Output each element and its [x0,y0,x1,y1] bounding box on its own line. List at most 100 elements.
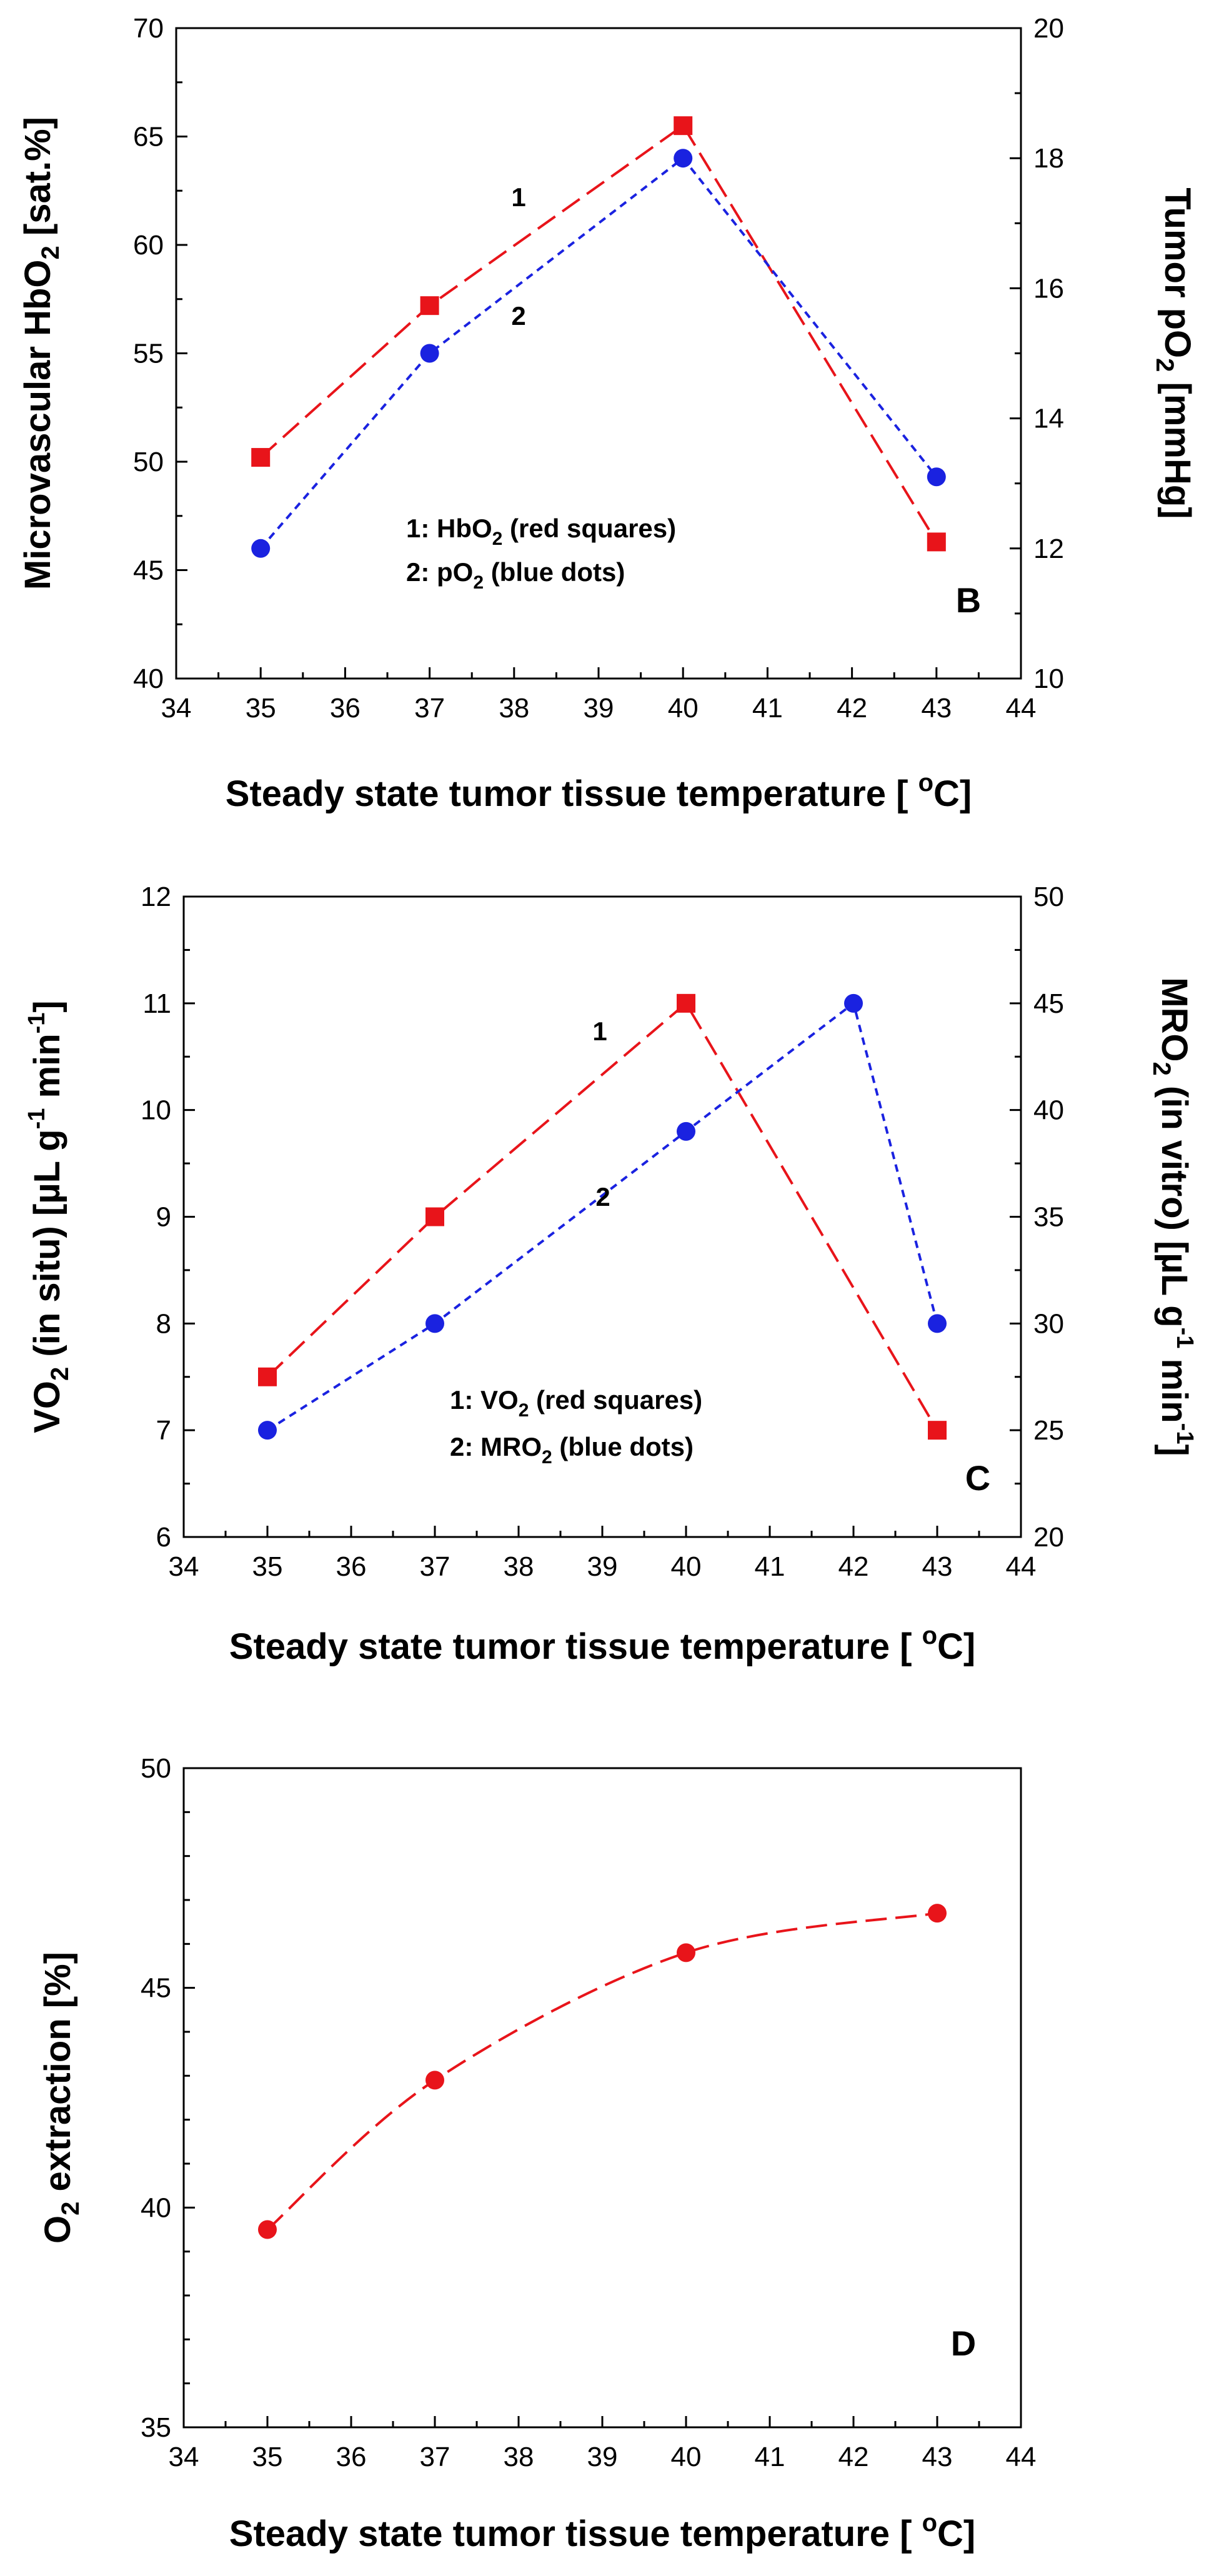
data-point-square [928,1421,947,1440]
legend-entry: 2: MRO2 (blue dots) [450,1432,694,1468]
data-point-square [258,1367,277,1386]
panel-letter: B [956,580,981,620]
x-tick-label: 40 [671,1551,702,1582]
x-tick-label: 44 [1006,2442,1037,2472]
x-tick-label: 38 [499,693,529,724]
series-line [259,156,938,550]
y-axis-label: VO2 (in situ) [µL g-1 min-1] [24,1000,74,1433]
panel-letter: C [965,1458,990,1498]
data-point-circle [844,993,863,1013]
data-point-circle [674,149,693,168]
y-tick-label: 70 [133,13,164,44]
x-tick-label: 43 [922,1551,953,1582]
x-tick-label: 35 [246,693,276,724]
data-point-circle [677,1943,695,1962]
y-tick-label: 60 [133,230,164,261]
series-number-label: 2 [511,301,525,331]
y-tick-label: 8 [156,1308,171,1339]
y-tick-label: 12 [141,882,171,912]
x-tick-label: 40 [668,693,699,724]
y2-axis-label: MRO2 (in vitro) [µL g-1 min-1] [1148,977,1198,1456]
legend-entry: 1: VO2 (red squares) [450,1385,702,1421]
y2-tick-label: 50 [1033,882,1064,912]
series-number-label: 1 [511,182,525,212]
data-point-square [927,532,946,552]
data-point-circle [420,344,439,363]
x-tick-label: 36 [336,1551,367,1582]
x-tick-label: 34 [169,2442,199,2472]
data-point-circle [928,1314,947,1333]
x-tick-label: 35 [252,1551,283,1582]
y-tick-label: 40 [141,2192,171,2223]
x-tick-label: 34 [169,1551,199,1582]
y-tick-label: 45 [133,555,164,586]
x-tick-label: 44 [1006,693,1037,724]
y2-tick-label: 16 [1033,273,1064,304]
data-point-square [251,448,271,467]
x-axis-label: Steady state tumor tissue temperature [ … [229,2509,975,2554]
chart-panel-c: 34 35 36 37 38 39 40 41 42 43 44678910111220253035… [24,882,1198,1667]
y2-tick-label: 30 [1033,1308,1064,1339]
x-tick-label: 34 [161,693,192,724]
series-line [266,1912,938,2230]
series-number-label: 1 [592,1017,607,1046]
y-tick-label: 45 [141,1973,171,2004]
x-tick-label: 38 [504,2442,534,2472]
x-tick-label: 42 [838,1551,869,1582]
y2-tick-label: 14 [1033,404,1064,434]
x-tick-label: 42 [837,693,867,724]
data-point-circle [258,1421,277,1440]
y-axis-label: O2 extraction [%] [37,1952,84,2244]
x-tick-label: 36 [330,693,361,724]
x-tick-label: 35 [252,2442,283,2472]
series-line [266,1001,938,1431]
y-tick-label: 50 [141,1753,171,1784]
x-tick-label: 44 [1006,1551,1037,1582]
y2-axis-label: Tumor pO2 [mmHg] [1151,187,1198,519]
plot-frame [182,1767,1022,2429]
y-tick-label: 35 [141,2412,171,2443]
x-tick-label: 37 [420,1551,450,1582]
y-tick-label: 7 [156,1415,171,1446]
legend-entry: 1: HbO2 (red squares) [406,514,676,549]
x-tick-label: 41 [752,693,783,724]
y2-tick-label: 18 [1033,143,1064,174]
x-tick-label: 41 [755,1551,785,1582]
y-tick-label: 50 [133,447,164,477]
y2-tick-label: 20 [1033,1522,1064,1553]
x-tick-label: 37 [414,693,445,724]
x-tick-label: 43 [921,693,952,724]
y-tick-label: 10 [141,1095,171,1126]
y-tick-label: 11 [142,988,171,1019]
y-tick-label: 9 [156,1202,171,1233]
data-point-circle [677,1121,695,1141]
y-tick-label: 65 [133,122,164,152]
data-point-circle [251,539,271,558]
y-tick-label: 40 [133,664,164,694]
x-tick-label: 42 [838,2442,869,2472]
y-tick-label: 6 [156,1522,171,1553]
y2-tick-label: 45 [1033,988,1064,1019]
data-point-circle [425,1314,444,1333]
chart-panel-b: 34 35 36 37 38 39 40 41 42 43 44404550556065701012… [17,13,1198,814]
y2-tick-label: 10 [1033,664,1064,694]
x-tick-label: 41 [755,2442,785,2472]
x-tick-label: 40 [671,2442,702,2472]
x-tick-label: 39 [587,2442,618,2472]
panel-letter: D [951,2324,976,2363]
x-tick-label: 39 [584,693,614,724]
y2-tick-label: 20 [1033,13,1064,44]
data-point-square [425,1207,444,1226]
x-axis-label: Steady state tumor tissue temperature [ … [229,1622,975,1667]
x-axis-label: Steady state tumor tissue temperature [ … [226,769,972,814]
y-tick-label: 55 [133,339,164,369]
data-point-circle [425,2071,444,2090]
y2-tick-label: 25 [1033,1415,1064,1446]
legend-entry: 2: pO2 (blue dots) [406,557,625,593]
x-tick-label: 38 [504,1551,534,1582]
y2-tick-label: 12 [1033,534,1064,564]
data-point-square [420,296,439,316]
series-line [259,124,938,543]
y2-tick-label: 40 [1033,1095,1064,1126]
